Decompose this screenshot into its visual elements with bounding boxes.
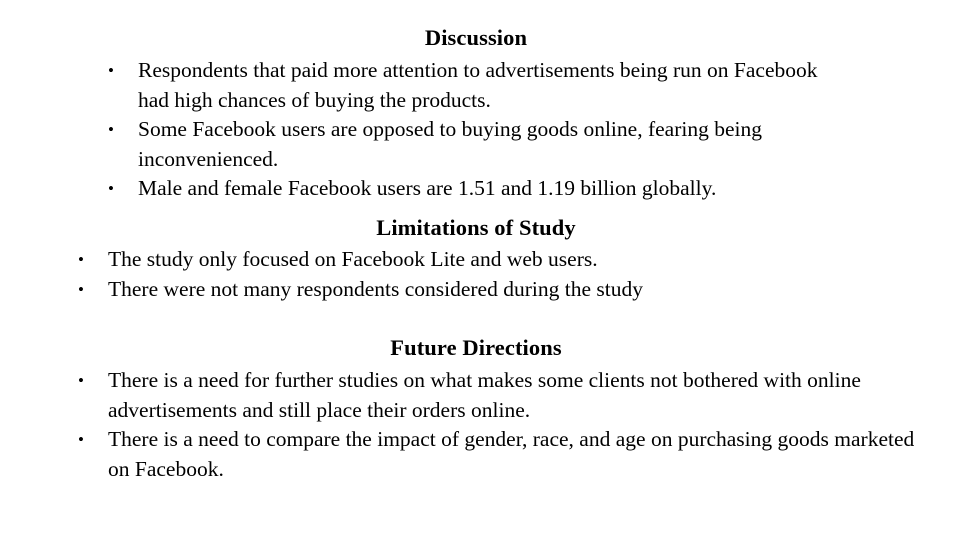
list-item: • There is a need to compare the impact … <box>0 425 960 484</box>
list-item-text: Some Facebook users are opposed to buyin… <box>138 117 762 171</box>
list-item-text: Respondents that paid more attention to … <box>138 58 818 112</box>
bullet-list-future: • There is a need for further studies on… <box>0 366 960 484</box>
section-heading-discussion: Discussion <box>424 25 528 50</box>
bullet-dot-icon: • <box>108 61 114 80</box>
list-item-text: Male and female Facebook users are 1.51 … <box>138 176 717 200</box>
section-heading-limitations: Limitations of Study <box>376 215 576 240</box>
list-item-text: The study only focused on Facebook Lite … <box>108 247 598 271</box>
bullet-list-limitations: • The study only focused on Facebook Lit… <box>0 245 960 304</box>
section-heading-future: Future Directions <box>390 335 562 360</box>
bullet-dot-icon: • <box>78 279 84 299</box>
list-item: • There is a need for further studies on… <box>0 366 960 425</box>
list-item-text: There were not many respondents consider… <box>108 276 643 301</box>
list-item: • Male and female Facebook users are 1.5… <box>0 174 960 204</box>
list-item: • The study only focused on Facebook Lit… <box>0 245 960 275</box>
bullet-dot-icon: • <box>108 120 114 139</box>
list-item: • There were not many respondents consid… <box>0 275 960 305</box>
list-item: • Respondents that paid more attention t… <box>0 56 960 115</box>
bullet-dot-icon: • <box>78 250 84 269</box>
section-limitations: Limitations of Study • The study only fo… <box>0 214 960 304</box>
section-discussion: Discussion • Respondents that paid more … <box>0 24 960 204</box>
bullet-dot-icon: • <box>108 179 114 198</box>
bullet-list-discussion: • Respondents that paid more attention t… <box>0 56 960 204</box>
bullet-dot-icon: • <box>78 430 84 449</box>
bullet-dot-icon: • <box>78 371 84 390</box>
list-item-text: There is a need for further studies on w… <box>108 368 861 422</box>
list-item: • Some Facebook users are opposed to buy… <box>0 115 960 174</box>
list-item-text: There is a need to compare the impact of… <box>108 427 915 481</box>
section-future: Future Directions • There is a need for … <box>0 334 960 484</box>
